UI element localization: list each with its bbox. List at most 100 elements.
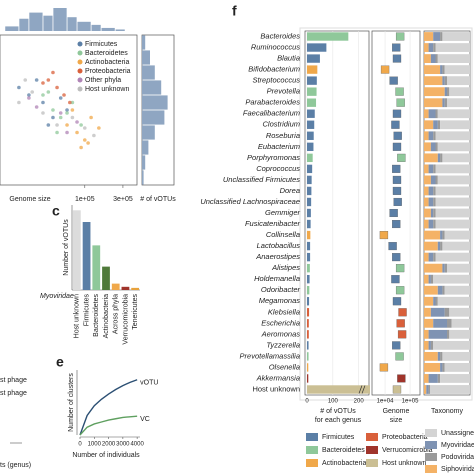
- segment: [442, 263, 445, 273]
- segment: [449, 307, 470, 317]
- segment: [433, 43, 436, 52]
- box: [398, 308, 407, 317]
- box: [395, 32, 405, 41]
- bar: [307, 186, 312, 196]
- y-tick-label: Host unknown: [252, 384, 300, 393]
- segment: [437, 241, 441, 251]
- segment: [444, 263, 447, 273]
- box: [395, 352, 404, 361]
- bar: [307, 263, 310, 273]
- bar: [307, 374, 309, 383]
- bar: [307, 252, 311, 262]
- segment: [447, 87, 450, 97]
- segment: [435, 142, 438, 152]
- segment: [433, 208, 436, 218]
- legend-label: Proteobacteria: [85, 68, 131, 75]
- point: [62, 93, 66, 97]
- point: [89, 115, 93, 120]
- box: [392, 297, 402, 306]
- box: [389, 208, 398, 218]
- point: [58, 111, 63, 115]
- segment: [435, 252, 470, 262]
- segment: [424, 32, 434, 41]
- legend-label: Verrucomicrobia: [382, 447, 433, 454]
- segment: [430, 175, 436, 185]
- x-tick-label: 3e+05: [113, 196, 133, 203]
- segment: [433, 274, 470, 284]
- segment: [424, 109, 429, 119]
- hist-bar: [142, 170, 144, 185]
- legend-label: Myoviridae: [441, 442, 474, 449]
- segment: [437, 175, 470, 185]
- segment: [428, 329, 447, 339]
- segment: [428, 43, 434, 52]
- y-tick-label: Unclassified Firmicutes: [223, 175, 300, 184]
- segment: [430, 340, 434, 350]
- point: [58, 96, 63, 100]
- bar: [307, 286, 310, 295]
- y-tick-label: Collinsella: [266, 230, 300, 239]
- bar: [307, 164, 313, 174]
- bar: [111, 283, 120, 290]
- segment: [437, 296, 470, 306]
- legend-swatch: [425, 453, 437, 461]
- segment: [433, 197, 436, 207]
- segment: [428, 374, 438, 383]
- point: [55, 85, 59, 90]
- series-label: vOTU: [140, 380, 158, 387]
- x-tick-label: 0: [305, 399, 309, 405]
- point: [34, 105, 39, 109]
- box: [392, 109, 402, 118]
- plot-frame: [371, 30, 421, 396]
- segment: [433, 120, 438, 130]
- segment: [444, 87, 447, 97]
- point: [79, 145, 83, 150]
- y-tick-label: Gemmiger: [265, 208, 301, 217]
- x-tick-label: Tenericutes: [132, 294, 139, 330]
- point: [51, 70, 55, 75]
- legend-swatch: [77, 86, 83, 92]
- point: [27, 93, 31, 97]
- box: [396, 98, 405, 107]
- segment: [433, 340, 470, 350]
- segment: [440, 65, 443, 75]
- segment: [424, 54, 431, 63]
- point: [46, 123, 51, 127]
- annotation: ts (genus): [0, 462, 31, 469]
- hist-bar: [142, 95, 168, 110]
- bar: [307, 65, 318, 74]
- x-axis-label: Taxonomy: [431, 408, 463, 415]
- segment: [424, 374, 429, 383]
- box: [391, 275, 400, 284]
- segment: [444, 363, 470, 372]
- hist-bar: [142, 80, 162, 95]
- bar: [307, 54, 320, 63]
- segment: [442, 153, 470, 163]
- segment: [424, 43, 429, 52]
- bar: [307, 43, 327, 52]
- segment: [424, 87, 445, 97]
- segment: [428, 385, 430, 394]
- box: [395, 286, 405, 295]
- bars: [307, 32, 370, 394]
- legend-swatch: [306, 459, 318, 467]
- segment: [437, 142, 470, 152]
- point: [17, 100, 21, 105]
- segment: [428, 109, 436, 119]
- segment: [424, 175, 431, 185]
- x-axis-label: # of vOTUs: [140, 196, 176, 203]
- annotation: Myoviridae: [40, 293, 74, 300]
- box: [397, 153, 406, 162]
- panel-f-frame: [299, 27, 473, 401]
- segment: [437, 109, 470, 119]
- point: [51, 115, 55, 120]
- point: [27, 96, 31, 100]
- box: [391, 120, 400, 129]
- box: [392, 54, 402, 63]
- x-tick-label: 200: [354, 399, 365, 405]
- y-tick-label: Tyzzerella: [266, 340, 300, 349]
- y-tick-label: Klebsiella: [268, 307, 300, 316]
- bar: [307, 330, 309, 339]
- bar: [307, 109, 315, 118]
